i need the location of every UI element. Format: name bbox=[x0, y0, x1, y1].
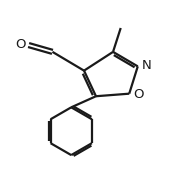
Text: N: N bbox=[141, 59, 151, 72]
Text: O: O bbox=[15, 38, 26, 51]
Text: O: O bbox=[133, 88, 143, 101]
